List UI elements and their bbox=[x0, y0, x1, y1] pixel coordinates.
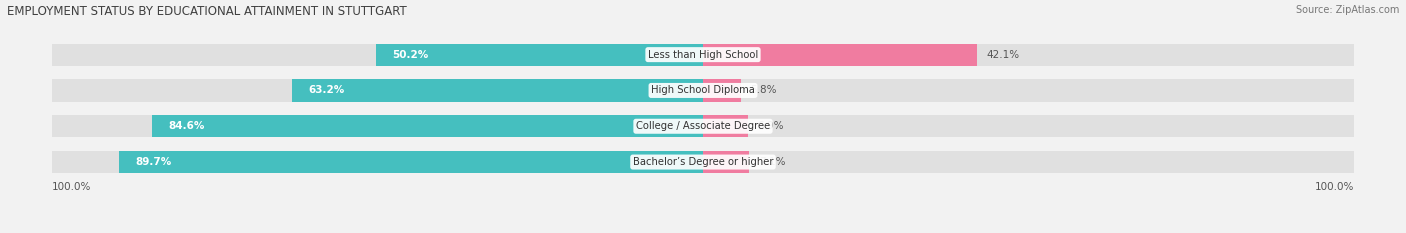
Text: 6.9%: 6.9% bbox=[758, 121, 785, 131]
Bar bbox=[52, 79, 703, 102]
Text: 84.6%: 84.6% bbox=[169, 121, 205, 131]
Text: 100.0%: 100.0% bbox=[1315, 182, 1354, 192]
Text: 7.1%: 7.1% bbox=[759, 157, 786, 167]
Text: Less than High School: Less than High School bbox=[648, 50, 758, 60]
Bar bbox=[703, 44, 977, 66]
Text: 89.7%: 89.7% bbox=[135, 157, 172, 167]
Text: 63.2%: 63.2% bbox=[308, 86, 344, 96]
Bar bbox=[703, 44, 1354, 66]
Bar bbox=[120, 151, 703, 173]
Bar bbox=[377, 44, 703, 66]
Bar bbox=[291, 79, 703, 102]
Bar bbox=[703, 115, 1354, 137]
Bar bbox=[703, 79, 741, 102]
Bar bbox=[152, 115, 703, 137]
Text: 42.1%: 42.1% bbox=[987, 50, 1019, 60]
Bar bbox=[52, 115, 703, 137]
Bar bbox=[703, 115, 748, 137]
Text: Source: ZipAtlas.com: Source: ZipAtlas.com bbox=[1295, 5, 1399, 15]
Text: Bachelor’s Degree or higher: Bachelor’s Degree or higher bbox=[633, 157, 773, 167]
Bar bbox=[703, 151, 1354, 173]
Text: High School Diploma: High School Diploma bbox=[651, 86, 755, 96]
Bar bbox=[703, 79, 1354, 102]
Text: 50.2%: 50.2% bbox=[392, 50, 429, 60]
Bar bbox=[703, 151, 749, 173]
Text: 5.8%: 5.8% bbox=[751, 86, 778, 96]
Bar bbox=[52, 44, 703, 66]
Bar bbox=[52, 151, 703, 173]
Text: EMPLOYMENT STATUS BY EDUCATIONAL ATTAINMENT IN STUTTGART: EMPLOYMENT STATUS BY EDUCATIONAL ATTAINM… bbox=[7, 5, 406, 18]
Text: 100.0%: 100.0% bbox=[52, 182, 91, 192]
Text: College / Associate Degree: College / Associate Degree bbox=[636, 121, 770, 131]
